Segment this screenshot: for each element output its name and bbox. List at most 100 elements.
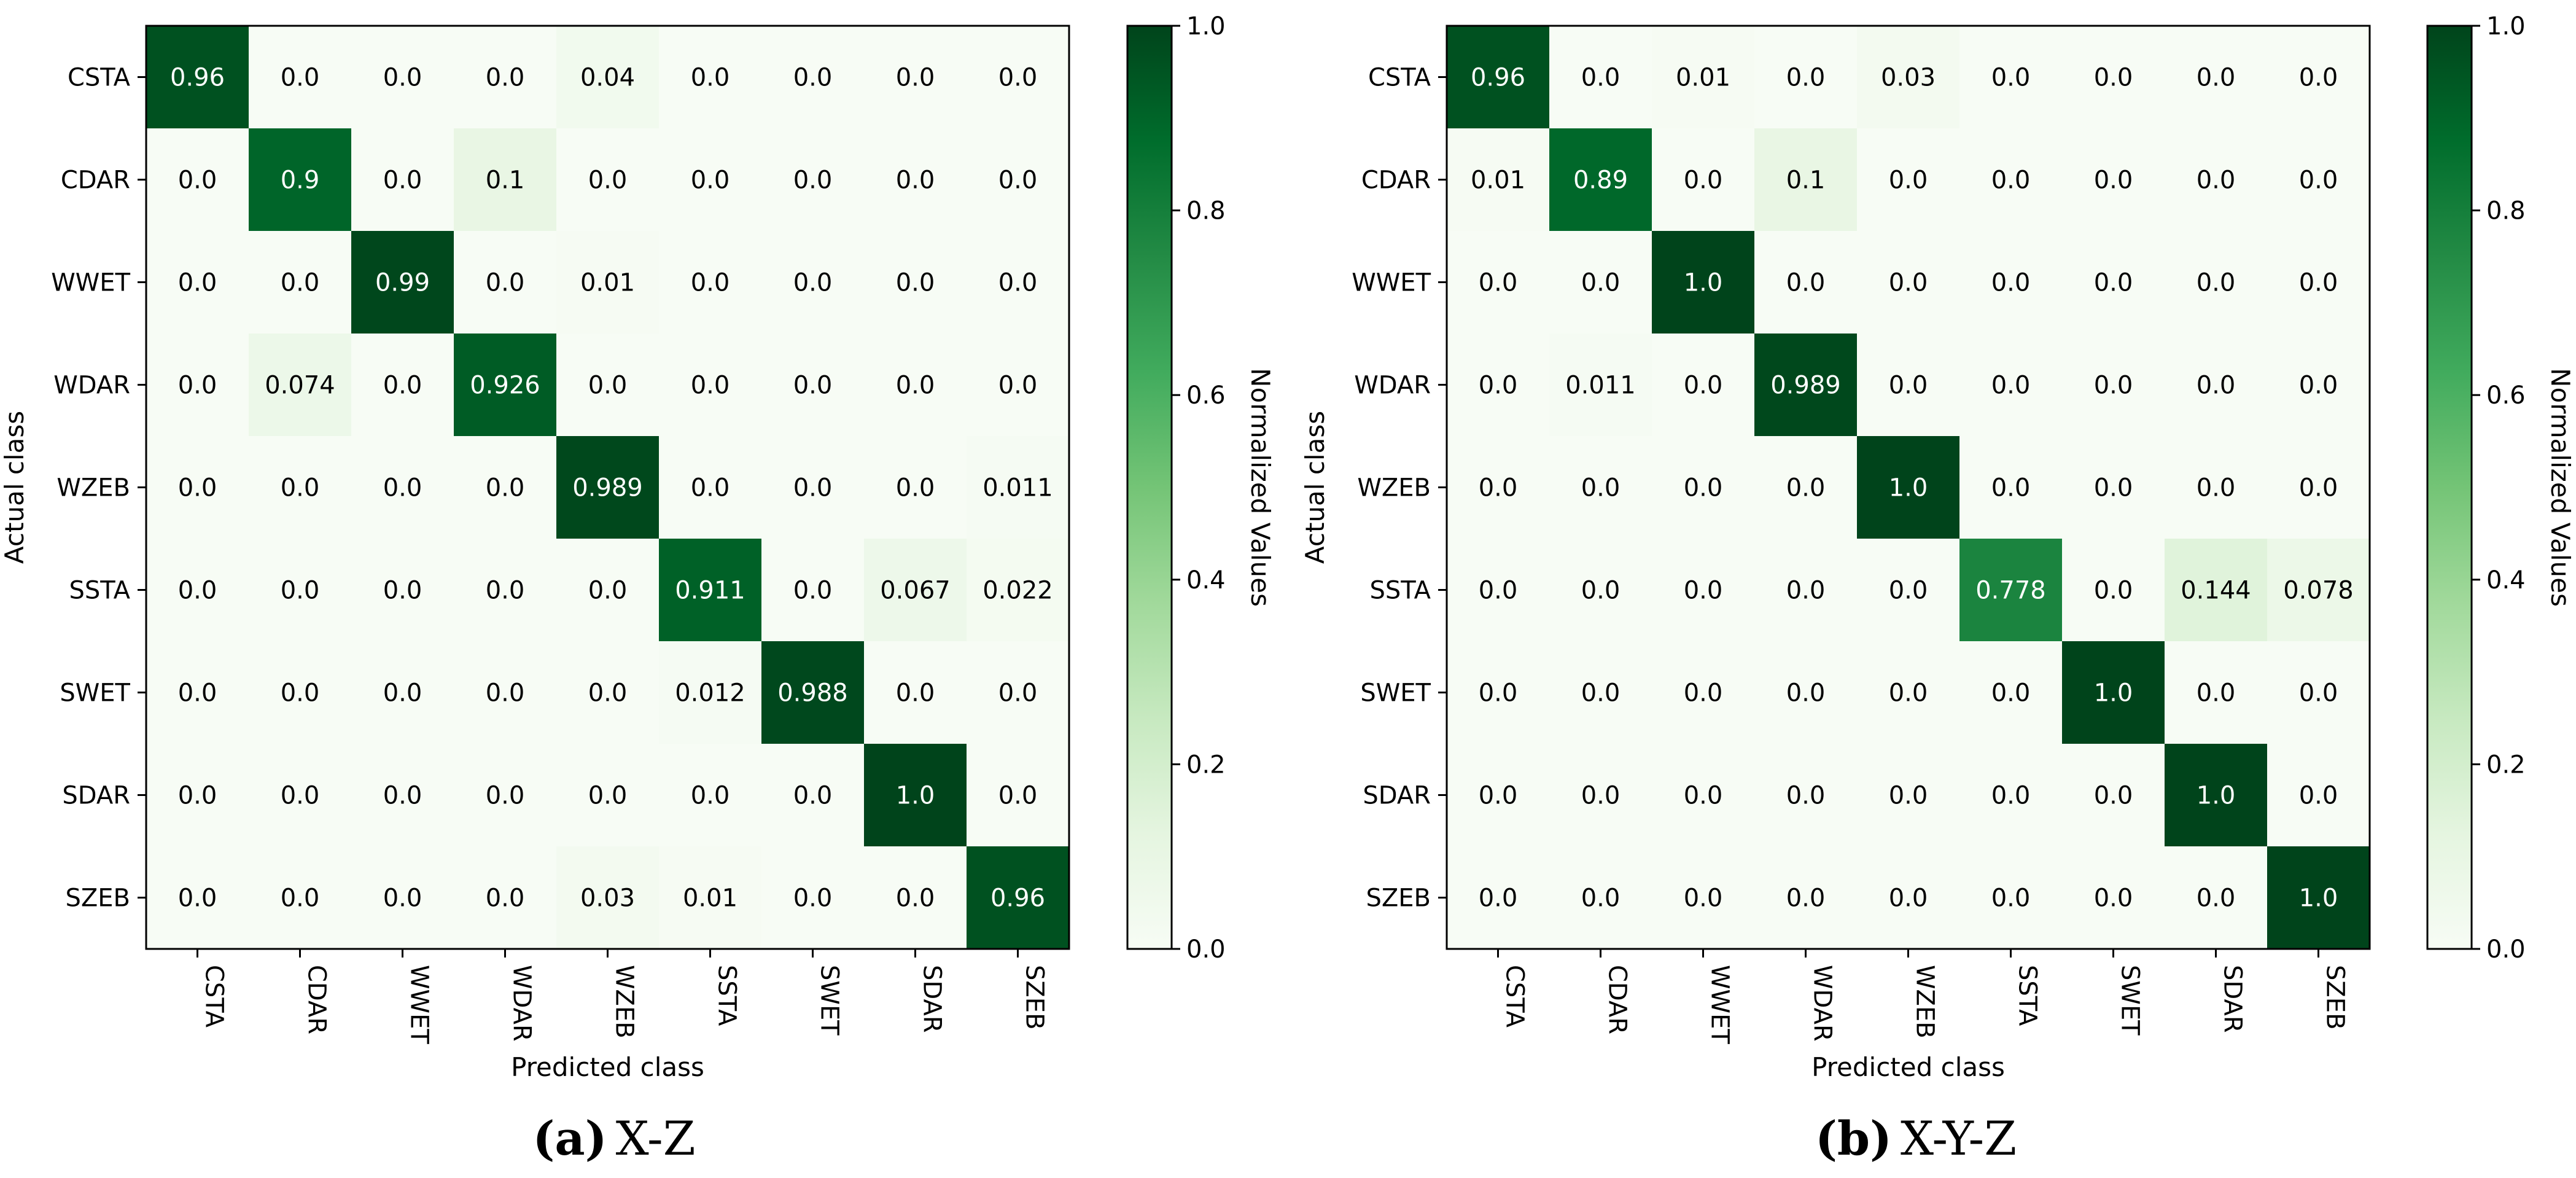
colorbar-b: 0.0 0.2 0.4 0.6 0.8 1.0 Normalized Values bbox=[2426, 12, 2575, 964]
cell-value-label: 0.0 bbox=[896, 269, 935, 297]
heatmap-cell bbox=[556, 641, 660, 744]
caption-label-b: (b) bbox=[1815, 1111, 1892, 1166]
heatmap-cell bbox=[1959, 641, 2063, 744]
cell-value-label: 0.0 bbox=[1479, 474, 1518, 502]
row-tick-label: WZEB bbox=[56, 474, 130, 502]
heatmap-cell bbox=[2165, 26, 2268, 129]
y-axis-label-b: Actual class bbox=[1300, 411, 1330, 564]
cell-value-label: 0.0 bbox=[178, 679, 217, 708]
cell-value-label: 0.04 bbox=[580, 64, 635, 92]
heatmap-cell bbox=[1447, 539, 1550, 642]
panel-b: 0.96 0.0 0.01 0.0 0.03 0.0 0.0 0.0 0.0 0.01 0.89 0.… bbox=[1300, 12, 2575, 1166]
cell-value-label: 0.0 bbox=[998, 166, 1038, 195]
cell-value-label: 0.0 bbox=[588, 577, 628, 605]
heatmap-cell bbox=[2165, 846, 2268, 950]
heatmap-cell bbox=[249, 334, 352, 437]
col-tick-label: SZEB bbox=[2321, 965, 2349, 1030]
cell-value-label: 0.0 bbox=[2197, 474, 2236, 502]
x-axis-label-b: Predicted class bbox=[1811, 1052, 2005, 1082]
cell-value-label: 0.0 bbox=[1889, 884, 1928, 913]
row-tick-label: SWET bbox=[1360, 679, 1431, 708]
cell-labels-a: 0.96 0.0 0.0 0.0 0.04 0.0 0.0 0.0 0.0 0.0 0.9 0.0 0.… bbox=[170, 64, 1053, 913]
heatmap-cell bbox=[659, 231, 762, 334]
heatmap-cell bbox=[146, 26, 249, 129]
col-tick-label: WWET bbox=[1706, 965, 1734, 1044]
cell-value-label: 0.0 bbox=[588, 782, 628, 810]
heatmap-cell bbox=[967, 436, 1070, 539]
row-tick-label: CDAR bbox=[61, 166, 130, 195]
cell-value-label: 0.0 bbox=[1581, 577, 1621, 605]
cell-value-label: 0.0 bbox=[1684, 679, 1723, 708]
heatmap-cell bbox=[454, 641, 557, 744]
colorbar-tick-label: 0.8 bbox=[2486, 197, 2526, 225]
cell-value-label: 0.01 bbox=[1676, 64, 1730, 92]
heatmap-cell bbox=[967, 26, 1070, 129]
cell-value-label: 0.0 bbox=[2299, 782, 2338, 810]
heatmap-cell bbox=[1549, 436, 1652, 539]
row-tick-label: CSTA bbox=[1368, 64, 1431, 92]
cell-value-label: 0.989 bbox=[1770, 372, 1841, 400]
heatmap-cell bbox=[556, 128, 660, 232]
heatmap-cell bbox=[2062, 128, 2165, 232]
cell-value-label: 0.012 bbox=[675, 679, 745, 708]
heatmap-cell bbox=[761, 334, 865, 437]
cell-value-label: 0.011 bbox=[983, 474, 1053, 502]
heatmap-cell bbox=[864, 26, 967, 129]
heatmap-cell bbox=[1652, 128, 1755, 232]
heatmap-cell bbox=[1652, 744, 1755, 847]
cell-value-label: 0.0 bbox=[998, 679, 1038, 708]
heatmap-cell bbox=[146, 641, 249, 744]
row-tick-label: SDAR bbox=[1363, 782, 1431, 810]
heatmap-cell bbox=[1857, 334, 1960, 437]
heatmap-cell bbox=[659, 641, 762, 744]
cell-value-label: 0.0 bbox=[178, 269, 217, 297]
row-tick-label: SSTA bbox=[69, 577, 131, 605]
cell-value-label: 0.0 bbox=[2094, 64, 2133, 92]
heatmap-cell bbox=[2062, 744, 2165, 847]
heatmap-cell bbox=[659, 26, 762, 129]
heatmap-cell bbox=[1549, 231, 1652, 334]
heatmap-cells-b bbox=[1447, 26, 2370, 950]
heatmap-cell bbox=[761, 436, 865, 539]
col-tick-label: WDAR bbox=[1808, 965, 1837, 1042]
heatmap-cell bbox=[1857, 744, 1960, 847]
panel-a: 0.96 0.0 0.0 0.0 0.04 0.0 0.0 0.0 0.0 0.0 0.9 0.0 0.… bbox=[0, 12, 1275, 1166]
cell-value-label: 0.0 bbox=[793, 64, 833, 92]
cell-value-label: 0.0 bbox=[691, 269, 730, 297]
heatmap-cell bbox=[1652, 436, 1755, 539]
heatmap-cell bbox=[454, 231, 557, 334]
cell-value-label: 0.0 bbox=[1581, 679, 1621, 708]
cell-value-label: 0.0 bbox=[691, 166, 730, 195]
heatmap-cell bbox=[351, 539, 454, 642]
caption-text-b: X-Y-Z bbox=[1901, 1111, 2017, 1166]
heatmap-cell bbox=[1549, 641, 1652, 744]
heatmap-cell bbox=[2062, 539, 2165, 642]
heatmap-cell bbox=[1857, 128, 1960, 232]
col-tick-label: SDAR bbox=[2219, 965, 2247, 1033]
heatmap-cell bbox=[967, 641, 1070, 744]
cell-value-label: 0.0 bbox=[383, 166, 422, 195]
colorbar-tick-label: 0.0 bbox=[2486, 935, 2526, 964]
heatmap-cell bbox=[761, 128, 865, 232]
heatmap-cell bbox=[2165, 539, 2268, 642]
heatmap-cell bbox=[351, 846, 454, 950]
heatmap-cell bbox=[249, 846, 352, 950]
heatmap-cell bbox=[2267, 641, 2370, 744]
cell-value-label: 0.96 bbox=[170, 64, 225, 92]
colorbar-tick-label: 1.0 bbox=[1186, 12, 1226, 41]
cell-value-label: 0.0 bbox=[1479, 679, 1518, 708]
heatmap-cell bbox=[1857, 26, 1960, 129]
heatmap-cell bbox=[1652, 26, 1755, 129]
cell-value-label: 0.0 bbox=[178, 166, 217, 195]
heatmap-cell bbox=[2267, 539, 2370, 642]
heatmap-cell bbox=[146, 846, 249, 950]
heatmap-cell bbox=[1857, 846, 1960, 950]
cell-value-label: 0.0 bbox=[896, 372, 935, 400]
caption-b: (b) X-Y-Z bbox=[1815, 1111, 2017, 1166]
cell-value-label: 0.0 bbox=[896, 884, 935, 913]
heatmap-cell bbox=[556, 744, 660, 847]
cell-value-label: 0.0 bbox=[1684, 884, 1723, 913]
col-tick-label: CDAR bbox=[1603, 965, 1632, 1034]
cell-value-label: 0.0 bbox=[1479, 269, 1518, 297]
cell-value-label: 0.0 bbox=[2094, 269, 2133, 297]
